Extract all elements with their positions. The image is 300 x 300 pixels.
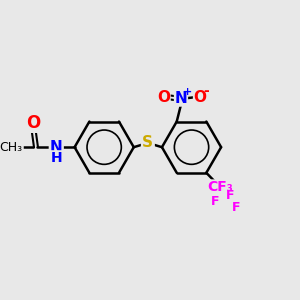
Text: O: O <box>194 89 207 104</box>
Text: O: O <box>157 89 170 104</box>
Text: N: N <box>50 140 63 155</box>
Text: +: + <box>182 87 192 97</box>
Text: -: - <box>203 84 209 98</box>
Text: F: F <box>211 195 219 208</box>
Text: F: F <box>232 201 240 214</box>
Text: H: H <box>50 151 62 165</box>
Text: F: F <box>226 189 235 203</box>
Text: S: S <box>142 136 153 151</box>
Text: CF₃: CF₃ <box>207 181 233 194</box>
Text: N: N <box>175 91 187 106</box>
Text: O: O <box>26 114 40 132</box>
Text: CH₃: CH₃ <box>0 141 23 154</box>
